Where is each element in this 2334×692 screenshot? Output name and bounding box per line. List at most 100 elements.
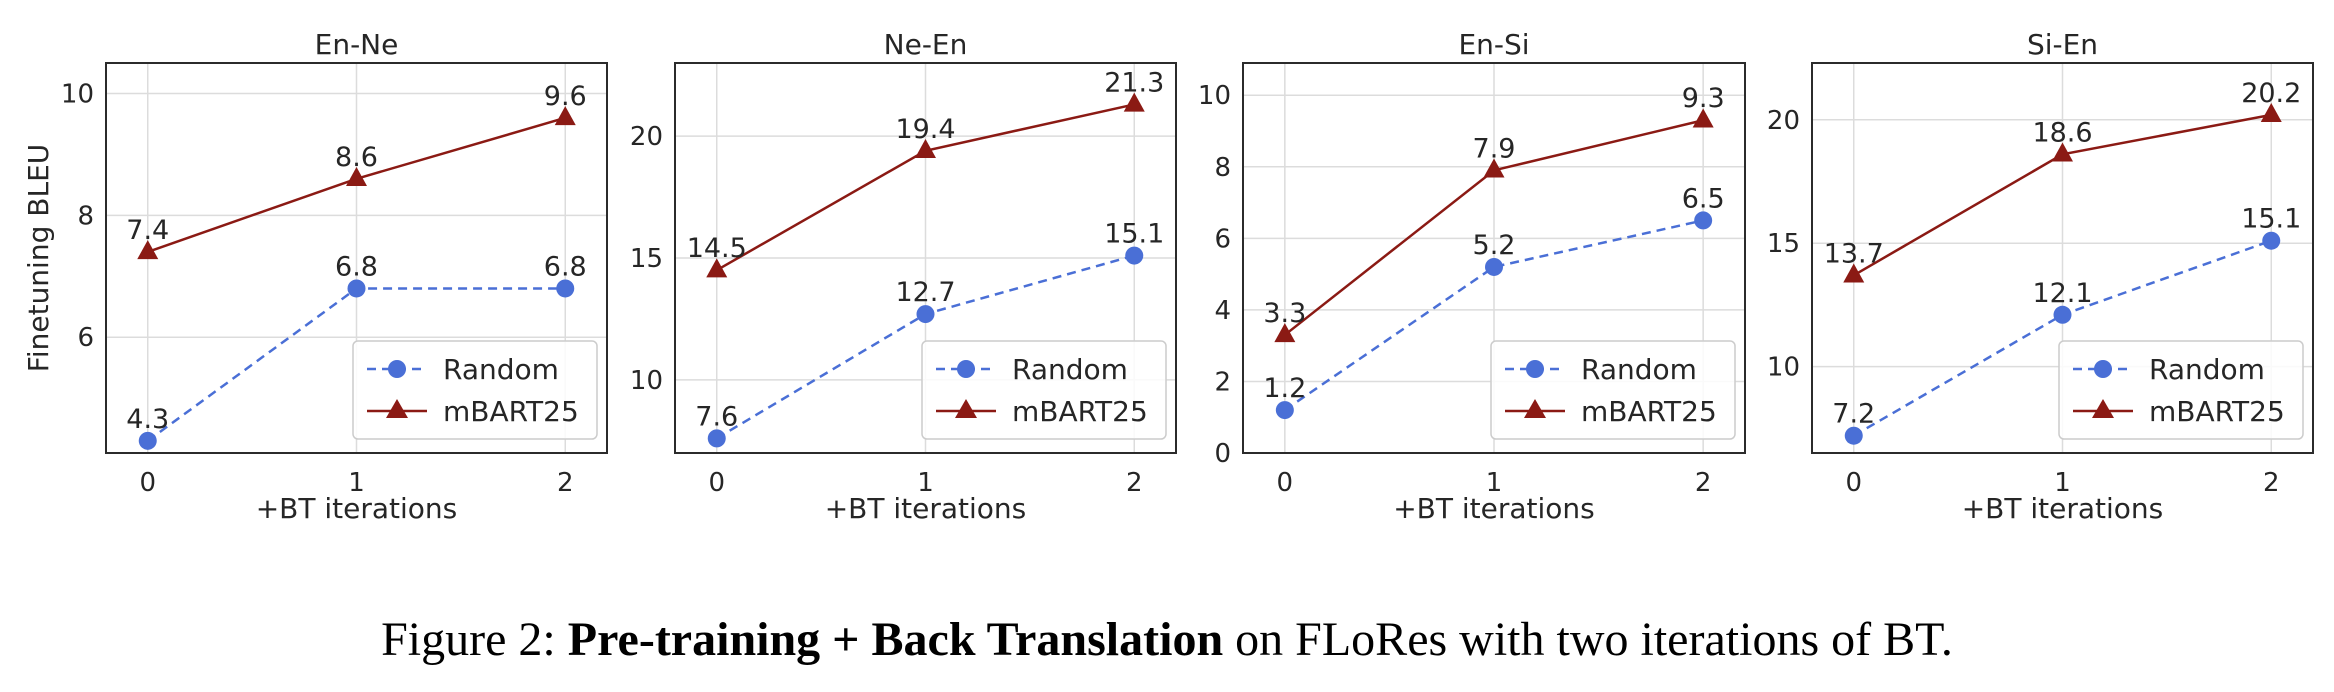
legend: Random mBART25 (1490, 340, 1736, 440)
legend: Random mBART25 (921, 340, 1167, 440)
data-label: 1.2 (1263, 373, 1306, 404)
plot-frame (1811, 62, 2314, 454)
data-point-random (707, 429, 726, 448)
x-tick-label: 2 (1126, 468, 1143, 498)
data-point-mbart25 (2052, 142, 2073, 162)
data-point-random (1125, 246, 1144, 265)
legend-marker-mbart25 (955, 399, 977, 418)
legend-marker-random (957, 360, 975, 378)
plot-frame (1242, 62, 1746, 454)
legend-marker-random (2094, 360, 2112, 378)
y-tick-label: 20 (630, 122, 663, 152)
data-point-mbart25 (1483, 158, 1505, 178)
y-tick-label: 15 (1767, 229, 1800, 259)
legend-marker-random (388, 360, 406, 378)
y-tick-label: 6 (1214, 224, 1231, 254)
legend-marker-mbart25 (2092, 399, 2114, 418)
y-tick-label: 0 (1214, 439, 1231, 469)
x-tick-label: 2 (1695, 468, 1712, 498)
data-label: 5.2 (1473, 230, 1516, 261)
data-point-random (1844, 426, 1863, 445)
x-tick-label: 0 (139, 468, 156, 498)
data-label: 9.3 (1682, 83, 1725, 114)
legend-label: mBART25 (2149, 395, 2285, 428)
data-label: 8.6 (335, 142, 378, 173)
y-tick-label: 4 (1214, 296, 1231, 326)
data-label: 14.5 (687, 233, 747, 264)
legend-box (921, 340, 1167, 440)
caption-prefix: Figure 2: (381, 613, 568, 666)
x-axis-label: +BT iterations (1393, 492, 1595, 525)
data-point-mbart25 (1843, 263, 1865, 283)
y-tick-label: 6 (77, 323, 94, 353)
data-point-random (2053, 305, 2072, 324)
y-axis-label: Finetuning BLEU (22, 144, 55, 372)
legend-label: Random (1012, 353, 1128, 386)
legend-label: Random (2149, 353, 2265, 386)
x-tick-label: 1 (917, 468, 934, 498)
caption-bold: Pre-training + Back Translation (567, 613, 1224, 666)
data-label: 9.6 (544, 81, 587, 112)
data-label: 7.6 (695, 401, 738, 432)
data-label: 21.3 (1104, 67, 1164, 98)
data-point-random (138, 431, 157, 450)
data-label: 6.5 (1682, 183, 1725, 214)
legend: Random mBART25 (352, 340, 598, 440)
series-line-random (1284, 219, 1704, 412)
x-tick-label: 1 (1486, 468, 1503, 498)
data-label: 20.2 (2241, 78, 2301, 109)
x-tick-label: 2 (557, 468, 574, 498)
data-label: 7.4 (126, 215, 169, 246)
data-label: 15.1 (2241, 204, 2301, 235)
data-label: 3.3 (1263, 298, 1306, 329)
data-point-mbart25 (706, 258, 728, 278)
legend: Random mBART25 (2058, 340, 2304, 440)
chart-panel-1: 0 1 2 6 8 10 En-Ne +BT iterations Finetuning BLE… (22, 28, 608, 525)
plot-frame (105, 62, 608, 454)
legend-box (352, 340, 598, 440)
data-label: 19.4 (895, 114, 955, 145)
legend-label: mBART25 (1581, 395, 1717, 428)
data-point-mbart25 (1274, 323, 1296, 343)
data-label: 15.1 (1104, 219, 1164, 250)
y-tick-label: 10 (630, 366, 663, 396)
data-point-random (1485, 257, 1503, 276)
legend-label: Random (443, 353, 559, 386)
y-tick-label: 8 (77, 201, 94, 231)
data-label: 13.7 (1824, 238, 1884, 269)
legend-box (2058, 340, 2304, 440)
x-tick-label: 0 (708, 468, 725, 498)
x-tick-label: 1 (348, 468, 365, 498)
y-tick-label: 8 (1214, 153, 1231, 183)
data-label: 12.7 (895, 277, 955, 308)
data-label: 6.8 (335, 251, 378, 282)
y-tick-label: 10 (1198, 81, 1231, 111)
data-point-random (916, 305, 935, 324)
data-point-mbart25 (346, 167, 367, 187)
chart-title: En-Ne (315, 28, 399, 61)
data-point-mbart25 (1123, 92, 1145, 112)
y-tick-label: 10 (1767, 353, 1800, 383)
x-axis-label: +BT iterations (825, 492, 1027, 525)
legend-label: mBART25 (1012, 395, 1148, 428)
data-point-random (2262, 231, 2281, 250)
legend-label: Random (1581, 353, 1697, 386)
data-label: 6.8 (544, 251, 587, 282)
x-tick-label: 1 (2054, 468, 2071, 498)
data-point-random (347, 279, 366, 298)
chart-panel-4: 0 1 2 10 15 20 Si-En +BT iterations 7.2 12.1 15.1 1… (1767, 28, 2314, 525)
chart-panel-3: 0 1 2 0 2 4 6 8 10 En-Si +BT iterations 1.2 5.2 6.5 3.… (1198, 28, 1746, 525)
plot-frame (674, 62, 1177, 454)
data-point-mbart25 (137, 240, 159, 260)
y-tick-label: 15 (630, 244, 663, 274)
data-label: 7.9 (1473, 133, 1516, 164)
caption-suffix: on FLoRes with two iterations of BT. (1223, 613, 1953, 666)
chart-title: Ne-En (884, 28, 968, 61)
x-axis-label: +BT iterations (256, 492, 458, 525)
data-point-mbart25 (1692, 108, 1714, 128)
data-point-mbart25 (554, 106, 576, 126)
y-tick-label: 20 (1767, 106, 1800, 136)
data-point-mbart25 (2260, 103, 2282, 123)
data-point-random (1275, 401, 1294, 420)
data-point-random (556, 279, 575, 298)
